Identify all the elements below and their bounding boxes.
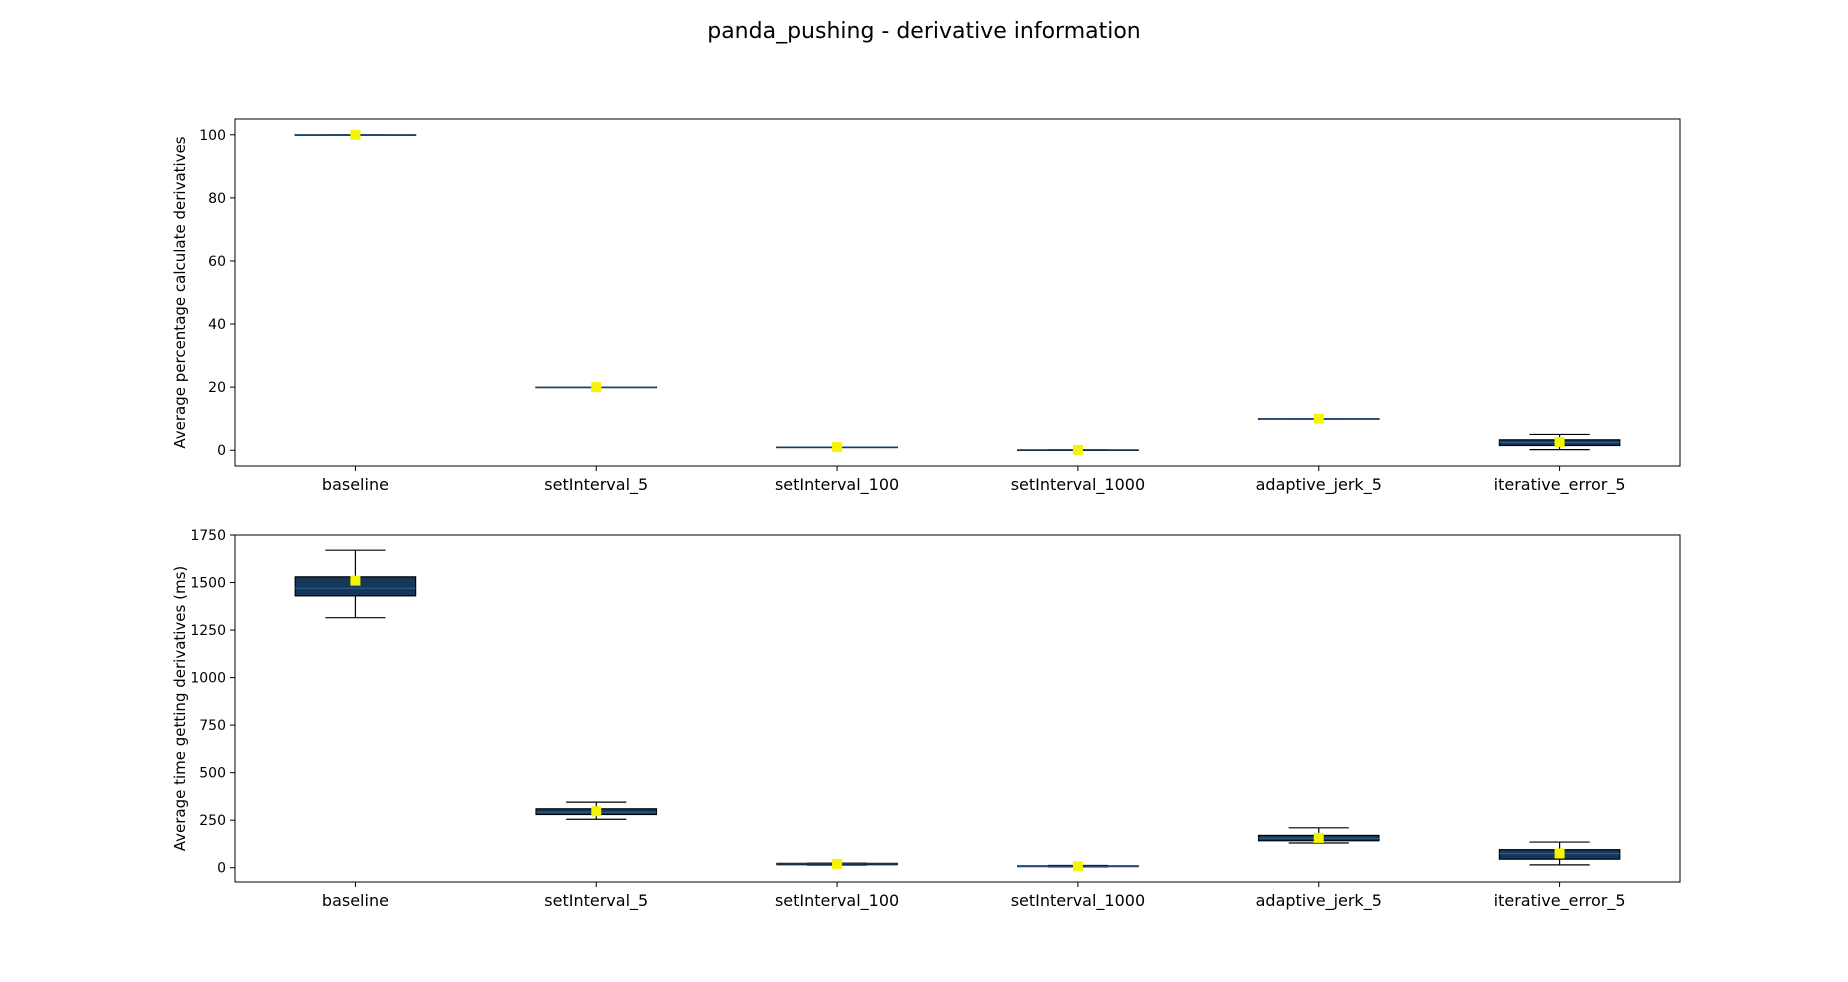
mean-marker: [591, 806, 602, 817]
x-tick-label: baseline: [322, 891, 389, 910]
box-setInterval_100: setInterval_100: [775, 858, 899, 911]
panel-1: 0 250 500 750 1000 1250 1500 1750 Average time g…: [171, 528, 1681, 911]
panels: 0 20 40 60 80 100 Average percentage calculate…: [171, 118, 1681, 911]
y-tick-label: 1500: [190, 576, 226, 592]
mean-marker: [1072, 444, 1083, 455]
x-tick-label: iterative_error_5: [1494, 475, 1626, 495]
box-iterative_error_5: iterative_error_5: [1494, 841, 1626, 911]
mean-marker: [1313, 413, 1324, 424]
y-tick-label: 1250: [190, 623, 226, 639]
x-tick-label: setInterval_1000: [1011, 891, 1145, 911]
y-tick-label: 0: [217, 443, 226, 459]
mean-marker: [350, 129, 361, 140]
mean-marker: [350, 575, 361, 586]
y-axis-label: Average time getting derivatives (ms): [171, 566, 189, 852]
y-tick-label: 1750: [190, 528, 226, 544]
mean-marker: [1313, 832, 1324, 843]
y-tick-label: 100: [199, 128, 226, 144]
x-tick-label: baseline: [322, 475, 389, 494]
x-tick-label: setInterval_1000: [1011, 475, 1145, 495]
y-tick-label: 80: [208, 191, 226, 207]
y-tick-label: 250: [199, 813, 226, 829]
box-adaptive_jerk_5: adaptive_jerk_5: [1256, 827, 1382, 911]
x-tick-label: setInterval_5: [544, 891, 648, 911]
axes-frame: [234, 534, 1681, 883]
x-tick-label: iterative_error_5: [1494, 891, 1626, 911]
y-axis-label: Average percentage calculate derivatives: [171, 136, 189, 448]
mean-marker: [591, 382, 602, 393]
y-tick-label: 40: [208, 317, 226, 333]
mean-marker: [1554, 848, 1565, 859]
mean-marker: [1072, 861, 1083, 872]
box-iterative_error_5: iterative_error_5: [1494, 433, 1626, 495]
y-tick-label: 500: [199, 766, 226, 782]
box-setInterval_1000: setInterval_1000: [1011, 444, 1145, 495]
y-tick-label: 20: [208, 380, 226, 396]
x-tick-label: setInterval_100: [775, 475, 899, 495]
box-adaptive_jerk_5: adaptive_jerk_5: [1256, 413, 1382, 495]
y-tick-label: 0: [217, 861, 226, 877]
y-tick-label: 1000: [190, 671, 226, 687]
y-tick-label: 60: [208, 254, 226, 270]
box-setInterval_5: setInterval_5: [535, 382, 658, 495]
x-tick-label: adaptive_jerk_5: [1256, 475, 1382, 495]
box-baseline: baseline: [294, 129, 417, 494]
mean-marker: [832, 442, 843, 453]
box-setInterval_1000: setInterval_1000: [1011, 861, 1145, 911]
box-baseline: baseline: [294, 549, 417, 910]
x-tick-label: adaptive_jerk_5: [1256, 891, 1382, 911]
axes-frame: [234, 118, 1681, 467]
panel-0: 0 20 40 60 80 100 Average percentage calculate…: [171, 118, 1681, 495]
figure-title: panda_pushing - derivative information: [707, 19, 1141, 44]
x-tick-label: setInterval_100: [775, 891, 899, 911]
box-setInterval_100: setInterval_100: [775, 442, 899, 495]
box-setInterval_5: setInterval_5: [535, 801, 658, 911]
mean-marker: [832, 858, 843, 869]
x-tick-label: setInterval_5: [544, 475, 648, 495]
mean-marker: [1554, 437, 1565, 448]
y-tick-label: 750: [199, 718, 226, 734]
